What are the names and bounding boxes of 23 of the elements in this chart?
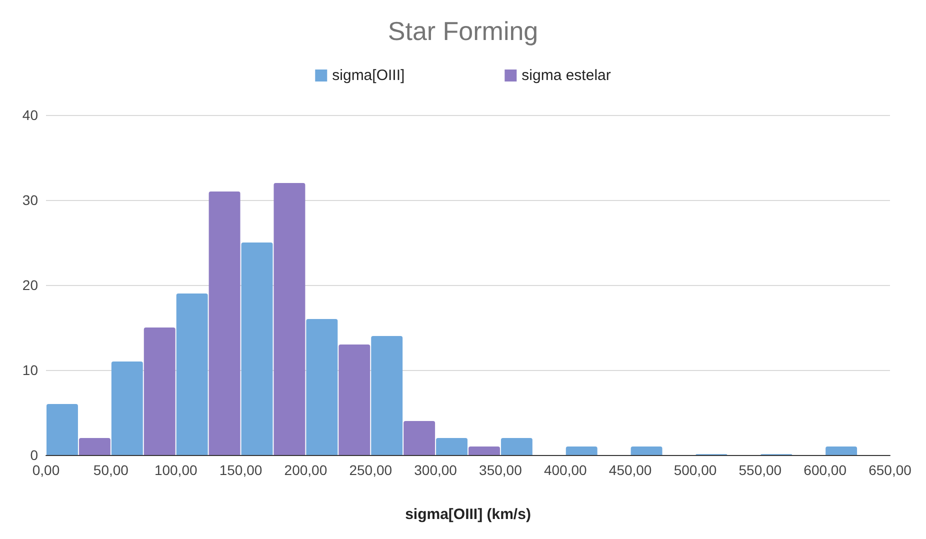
x-tick-label: 350,00 bbox=[479, 462, 522, 478]
x-tick-label: 500,00 bbox=[674, 462, 717, 478]
legend-label: sigma[OIII] bbox=[332, 67, 405, 84]
x-tick-label: 150,00 bbox=[219, 462, 262, 478]
x-tick-label: 650,00 bbox=[868, 462, 912, 478]
x-axis-title: sigma[OIII] (km/s) bbox=[405, 506, 531, 523]
x-tick-label: 300,00 bbox=[414, 462, 458, 478]
x-tick-label: 400,00 bbox=[544, 462, 588, 478]
y-tick-label: 40 bbox=[22, 107, 38, 123]
y-tick-label: 0 bbox=[30, 447, 38, 463]
x-tick-label: 450,00 bbox=[608, 462, 652, 478]
y-tick-label: 30 bbox=[22, 192, 38, 208]
x-tick-label: 200,00 bbox=[284, 462, 328, 478]
x-tick-label: 0,00 bbox=[32, 462, 60, 478]
x-tick-label: 550,00 bbox=[738, 462, 782, 478]
x-tick-label: 100,00 bbox=[154, 462, 198, 478]
legend-label: sigma estelar bbox=[522, 67, 611, 84]
y-tick-label: 10 bbox=[22, 362, 38, 378]
chart-title: Star Forming bbox=[388, 16, 538, 46]
x-tick-label: 250,00 bbox=[349, 462, 392, 478]
x-tick-label: 600,00 bbox=[804, 462, 847, 478]
x-tick-label: 50,00 bbox=[93, 462, 129, 478]
y-tick-label: 20 bbox=[22, 277, 38, 293]
